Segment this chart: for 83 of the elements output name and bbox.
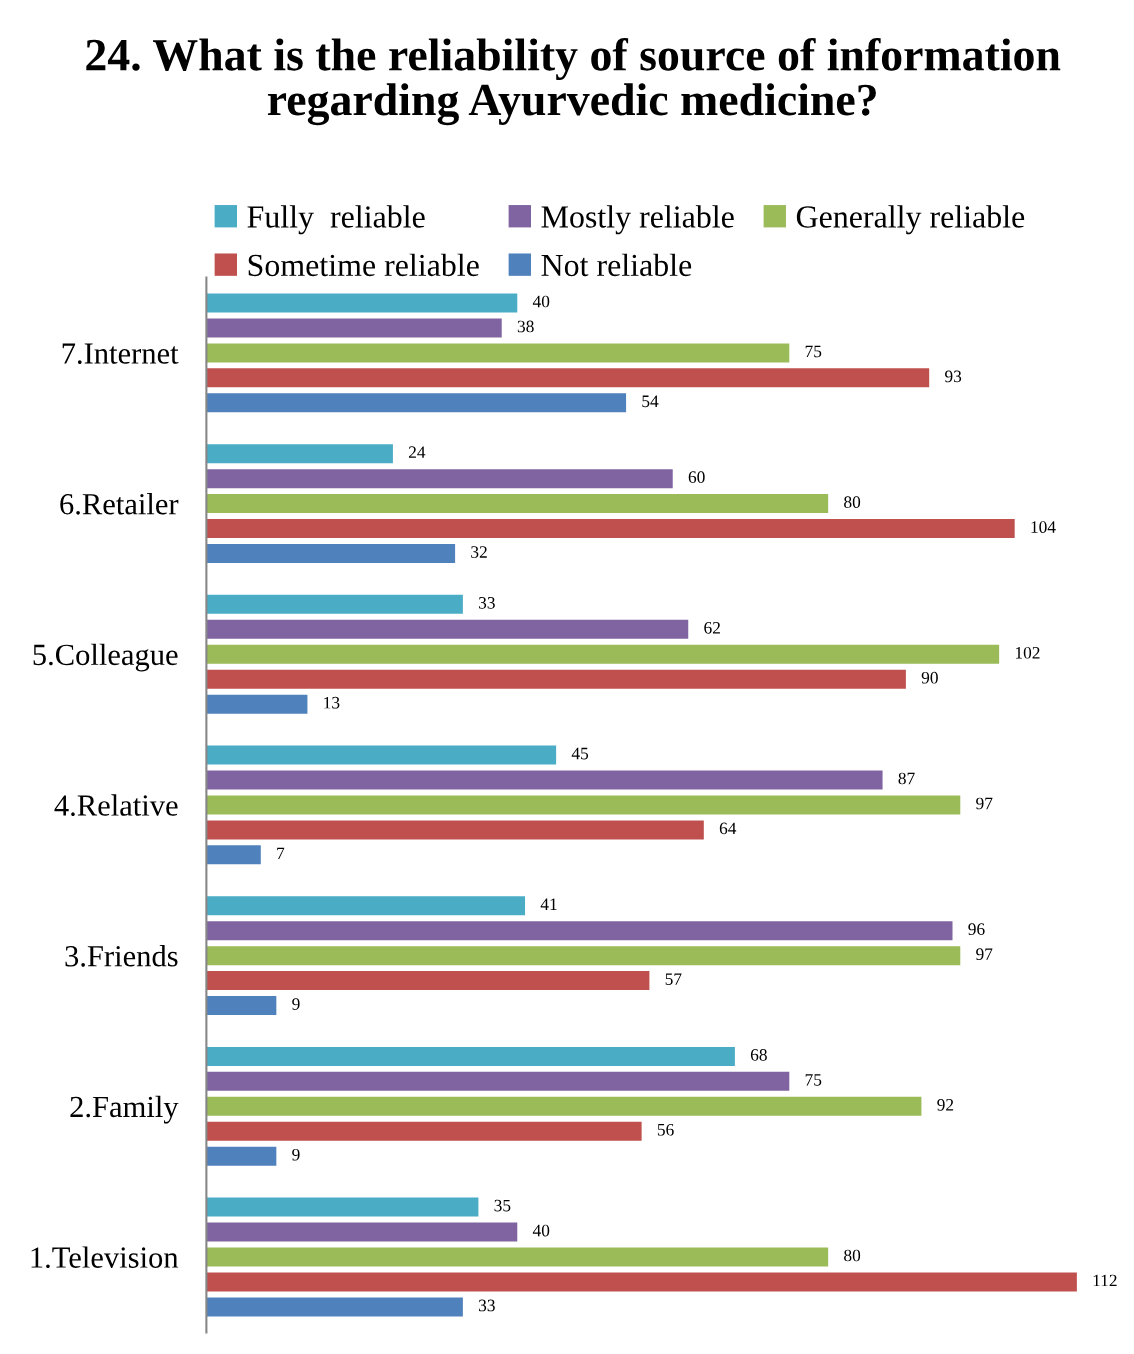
data-label: 102 bbox=[1015, 646, 1040, 659]
bar bbox=[206, 921, 953, 941]
bar bbox=[206, 469, 673, 489]
bar bbox=[206, 1071, 790, 1091]
bar bbox=[206, 694, 308, 714]
bar bbox=[206, 393, 627, 413]
bar bbox=[206, 770, 883, 790]
data-label: 45 bbox=[571, 747, 589, 760]
data-label: 87 bbox=[898, 772, 915, 785]
bar bbox=[206, 1096, 922, 1116]
legend-label: Generally reliable bbox=[796, 205, 1025, 235]
data-label: 60 bbox=[688, 471, 705, 483]
bar bbox=[206, 1197, 479, 1217]
bar bbox=[206, 644, 1000, 664]
data-label: 75 bbox=[805, 1074, 822, 1086]
data-label: 93 bbox=[945, 370, 962, 383]
bar bbox=[206, 619, 689, 639]
y-tick-label: 7.Internet bbox=[62, 343, 179, 364]
data-label: 57 bbox=[665, 973, 682, 985]
bar bbox=[206, 343, 790, 363]
data-label: 96 bbox=[968, 923, 985, 936]
bar bbox=[206, 368, 930, 388]
chart-title: 24. What is the reliability of source of information regarding Ayurvedic medicine? bbox=[86, 37, 1061, 126]
bar bbox=[206, 745, 557, 765]
bar bbox=[206, 519, 1015, 539]
bar bbox=[206, 594, 463, 614]
data-label: 104 bbox=[1031, 521, 1056, 533]
data-label: 90 bbox=[921, 671, 938, 684]
bar bbox=[206, 896, 526, 916]
y-tick-label: 3.Friends bbox=[65, 945, 178, 967]
data-label: 68 bbox=[750, 1049, 767, 1061]
data-label: 80 bbox=[844, 496, 861, 508]
legend-label: Fully reliable bbox=[247, 205, 425, 235]
data-label: 38 bbox=[517, 320, 534, 333]
y-tick-label: 6.Retailer bbox=[60, 492, 179, 515]
data-label: 40 bbox=[532, 295, 550, 308]
y-tick-label: 5.Colleague bbox=[33, 643, 178, 672]
data-label: 97 bbox=[976, 797, 993, 810]
bar bbox=[206, 946, 961, 966]
data-label: 54 bbox=[642, 395, 659, 408]
data-label: 24 bbox=[408, 446, 426, 458]
data-label: 33 bbox=[478, 597, 495, 609]
data-label: 56 bbox=[657, 1123, 674, 1136]
bar bbox=[206, 494, 829, 514]
bar bbox=[206, 1222, 518, 1242]
bar bbox=[206, 1297, 463, 1317]
bar bbox=[206, 795, 961, 815]
y-tick-label: 4.Relative bbox=[54, 794, 178, 816]
data-label: 97 bbox=[976, 948, 993, 960]
bar bbox=[206, 318, 502, 338]
legend-label: Sometime reliable bbox=[248, 253, 479, 277]
bar bbox=[206, 1121, 642, 1141]
data-label: 9 bbox=[292, 998, 300, 1010]
bar bbox=[206, 1272, 1077, 1292]
data-label: 35 bbox=[494, 1199, 511, 1212]
y-tick-label: 1.Television bbox=[31, 1246, 179, 1269]
data-label: 62 bbox=[704, 622, 720, 634]
bar bbox=[206, 669, 906, 689]
data-label: 40 bbox=[532, 1224, 550, 1237]
bar bbox=[206, 820, 704, 840]
data-label: 13 bbox=[324, 696, 340, 709]
data-label: 75 bbox=[805, 345, 822, 358]
bar bbox=[206, 996, 277, 1016]
bar bbox=[206, 1146, 277, 1166]
data-label: 92 bbox=[937, 1098, 954, 1111]
data-label: 112 bbox=[1093, 1274, 1117, 1287]
bar bbox=[206, 544, 456, 563]
legend-label: Not reliable bbox=[541, 253, 692, 277]
data-label: 7 bbox=[277, 847, 285, 860]
bar bbox=[206, 845, 261, 865]
y-tick-label: 2.Family bbox=[70, 1095, 179, 1124]
data-label: 33 bbox=[478, 1299, 495, 1312]
data-label: 41 bbox=[540, 898, 557, 910]
bar bbox=[206, 293, 518, 313]
data-label: 9 bbox=[292, 1148, 300, 1161]
bar bbox=[206, 971, 650, 991]
bar bbox=[206, 444, 393, 464]
legend-label: Mostly reliable bbox=[541, 205, 734, 235]
data-label: 64 bbox=[719, 822, 737, 835]
data-label: 80 bbox=[844, 1249, 861, 1262]
data-label: 32 bbox=[471, 546, 487, 558]
bar bbox=[206, 1247, 829, 1267]
bar bbox=[206, 1046, 735, 1066]
